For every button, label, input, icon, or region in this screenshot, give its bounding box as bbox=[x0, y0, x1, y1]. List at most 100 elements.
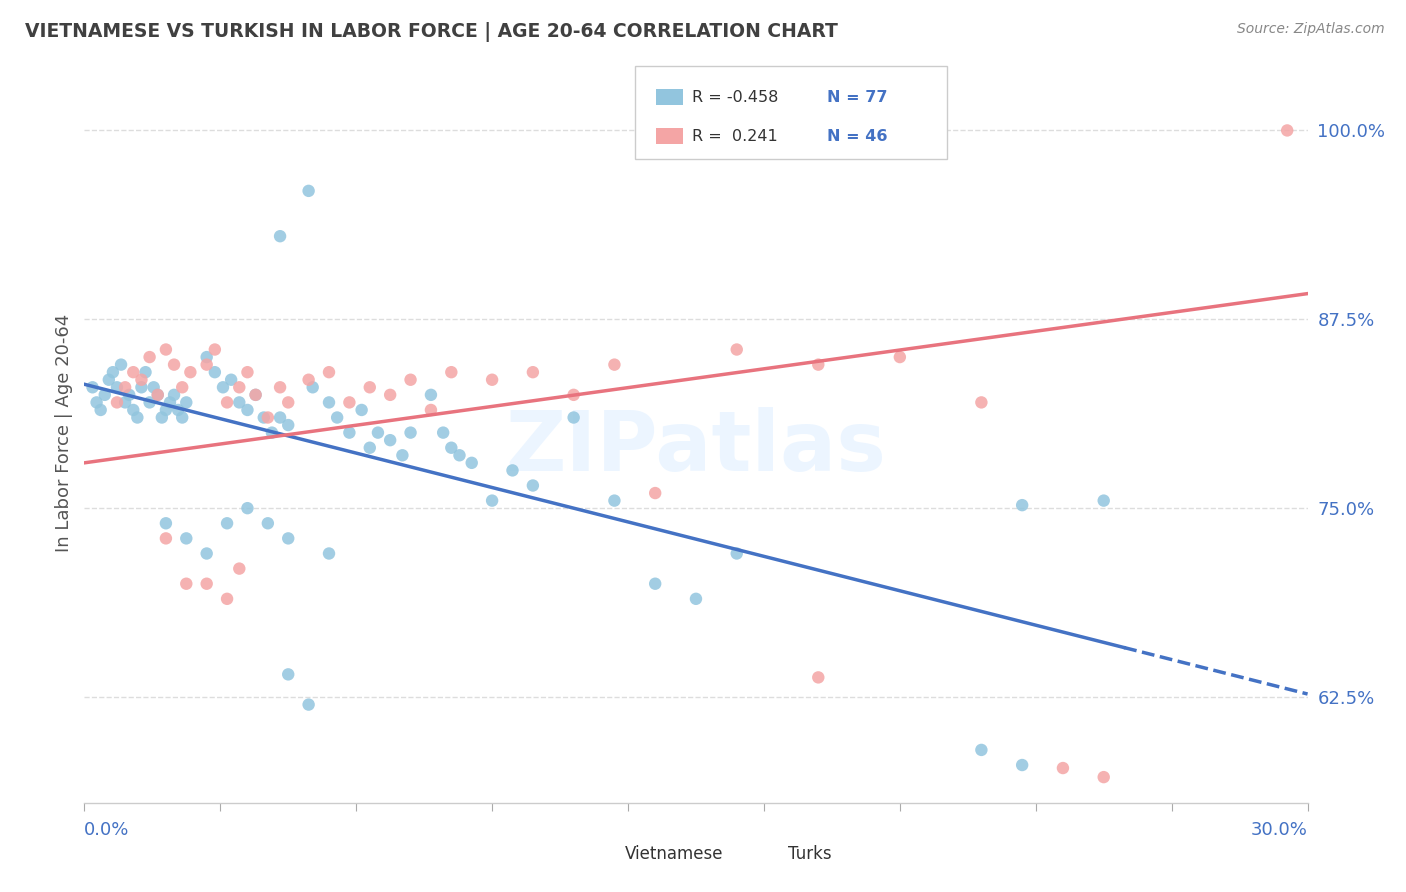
Point bbox=[380, 433, 402, 447]
Point bbox=[138, 350, 160, 364]
FancyBboxPatch shape bbox=[655, 128, 682, 145]
Point bbox=[245, 388, 267, 402]
Point bbox=[101, 365, 124, 379]
Point bbox=[440, 365, 463, 379]
Point bbox=[481, 493, 503, 508]
Point bbox=[391, 448, 413, 462]
Point bbox=[105, 395, 128, 409]
Point bbox=[179, 365, 201, 379]
Point bbox=[970, 743, 993, 757]
FancyBboxPatch shape bbox=[755, 846, 782, 862]
Point bbox=[1011, 758, 1033, 772]
Point bbox=[159, 395, 181, 409]
Point bbox=[236, 403, 259, 417]
Point bbox=[359, 380, 381, 394]
Point bbox=[301, 380, 323, 394]
Point bbox=[399, 425, 422, 440]
Point bbox=[135, 365, 157, 379]
Point bbox=[562, 388, 585, 402]
Point bbox=[155, 532, 177, 546]
Text: 0.0%: 0.0% bbox=[84, 821, 129, 839]
Point bbox=[603, 358, 626, 372]
Point bbox=[253, 410, 276, 425]
Point bbox=[174, 395, 197, 409]
Point bbox=[146, 388, 169, 402]
Point bbox=[131, 373, 153, 387]
Point bbox=[603, 493, 626, 508]
Point bbox=[217, 591, 239, 606]
Point bbox=[440, 441, 463, 455]
Y-axis label: In Labor Force | Age 20-64: In Labor Force | Age 20-64 bbox=[55, 313, 73, 552]
Point bbox=[277, 418, 299, 433]
Point bbox=[318, 395, 340, 409]
Point bbox=[114, 395, 136, 409]
Point bbox=[105, 380, 128, 394]
Point bbox=[807, 358, 830, 372]
Point bbox=[236, 365, 259, 379]
Point bbox=[114, 380, 136, 394]
Point bbox=[298, 184, 321, 198]
Point bbox=[131, 380, 153, 394]
Point bbox=[174, 576, 197, 591]
Text: 30.0%: 30.0% bbox=[1251, 821, 1308, 839]
Point bbox=[163, 358, 186, 372]
Text: VIETNAMESE VS TURKISH IN LABOR FORCE | AGE 20-64 CORRELATION CHART: VIETNAMESE VS TURKISH IN LABOR FORCE | A… bbox=[25, 22, 838, 42]
Point bbox=[122, 403, 145, 417]
Point bbox=[889, 350, 911, 364]
Point bbox=[350, 403, 373, 417]
Point bbox=[562, 410, 585, 425]
Point bbox=[318, 365, 340, 379]
Text: Vietnamese: Vietnamese bbox=[626, 845, 724, 863]
Point bbox=[163, 388, 186, 402]
Point bbox=[481, 373, 503, 387]
Text: Source: ZipAtlas.com: Source: ZipAtlas.com bbox=[1237, 22, 1385, 37]
Point bbox=[461, 456, 484, 470]
Point bbox=[217, 516, 239, 531]
Point bbox=[195, 576, 218, 591]
Point bbox=[359, 441, 381, 455]
Point bbox=[86, 395, 108, 409]
Point bbox=[522, 365, 544, 379]
Point bbox=[269, 410, 291, 425]
Point bbox=[339, 395, 361, 409]
Point bbox=[110, 358, 132, 372]
Point bbox=[725, 343, 748, 357]
Point bbox=[1277, 123, 1299, 137]
Point bbox=[90, 403, 112, 417]
Point bbox=[195, 350, 218, 364]
Text: R =  0.241: R = 0.241 bbox=[692, 128, 778, 144]
Point bbox=[167, 403, 190, 417]
Point bbox=[522, 478, 544, 492]
Text: R = -0.458: R = -0.458 bbox=[692, 89, 779, 104]
Point bbox=[1052, 761, 1074, 775]
Point bbox=[228, 380, 250, 394]
Point bbox=[150, 410, 173, 425]
Point bbox=[807, 670, 830, 684]
Point bbox=[217, 395, 239, 409]
Point bbox=[97, 373, 120, 387]
Point bbox=[122, 365, 145, 379]
Point bbox=[118, 388, 141, 402]
Point bbox=[1092, 493, 1115, 508]
Point bbox=[298, 373, 321, 387]
FancyBboxPatch shape bbox=[592, 846, 619, 862]
Point bbox=[644, 576, 666, 591]
Point bbox=[138, 395, 160, 409]
Point bbox=[204, 343, 226, 357]
Point bbox=[725, 547, 748, 561]
Point bbox=[420, 388, 443, 402]
Point bbox=[155, 403, 177, 417]
Point bbox=[367, 425, 389, 440]
Point bbox=[260, 425, 283, 440]
Point bbox=[172, 410, 194, 425]
Point bbox=[257, 516, 280, 531]
Point bbox=[155, 516, 177, 531]
Text: N = 46: N = 46 bbox=[827, 128, 887, 144]
Point bbox=[142, 380, 165, 394]
FancyBboxPatch shape bbox=[655, 89, 682, 105]
Point bbox=[204, 365, 226, 379]
Point bbox=[420, 403, 443, 417]
Point bbox=[228, 561, 250, 575]
Point bbox=[1092, 770, 1115, 784]
Point bbox=[380, 388, 402, 402]
